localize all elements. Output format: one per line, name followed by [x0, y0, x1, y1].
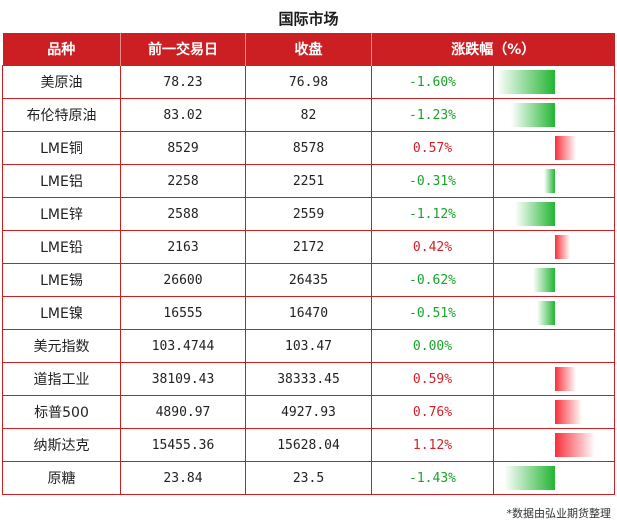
header-change: 涨跌幅（%） — [371, 33, 615, 66]
change-value: 1.12% — [371, 428, 494, 462]
change-value: 0.57% — [371, 131, 494, 165]
prev-value: 103.4744 — [120, 329, 246, 363]
header-prev: 前一交易日 — [120, 33, 246, 66]
table-body: 美原油 78.23 76.98 -1.60% 布伦特原油 83.02 82 -1.23% LME… — [2, 65, 615, 495]
change-bar-cell — [493, 329, 615, 363]
change-bar-cell — [493, 296, 615, 330]
table-row: 道指工业 38109.43 38333.45 0.59% — [2, 362, 615, 396]
change-bar — [555, 400, 583, 424]
commodity-name: 美元指数 — [2, 329, 121, 363]
close-value: 2559 — [245, 197, 372, 231]
change-bar — [555, 433, 596, 457]
table-row: 原糖 23.84 23.5 -1.43% — [2, 461, 615, 495]
close-value: 103.47 — [245, 329, 372, 363]
table-row: LME铅 2163 2172 0.42% — [2, 230, 615, 264]
table-row: 美原油 78.23 76.98 -1.60% — [2, 65, 615, 99]
prev-value: 2163 — [120, 230, 246, 264]
change-bar — [543, 169, 555, 193]
header-name: 品种 — [2, 33, 121, 66]
change-bar-cell — [493, 461, 615, 495]
prev-value: 2258 — [120, 164, 246, 198]
change-bar-cell — [493, 65, 615, 99]
change-bar-cell — [493, 131, 615, 165]
change-value: -1.60% — [371, 65, 494, 99]
prev-value: 23.84 — [120, 461, 246, 495]
prev-value: 4890.97 — [120, 395, 246, 429]
change-bar — [536, 301, 555, 325]
change-value: -0.62% — [371, 263, 494, 297]
commodity-name: LME铅 — [2, 230, 121, 264]
change-value: -1.23% — [371, 98, 494, 132]
close-value: 15628.04 — [245, 428, 372, 462]
change-bar-cell — [493, 395, 615, 429]
table-header-row: 品种 前一交易日 收盘 涨跌幅（%） — [2, 33, 615, 66]
close-value: 38333.45 — [245, 362, 372, 396]
table-row: 标普500 4890.97 4927.93 0.76% — [2, 395, 615, 429]
change-bar — [497, 70, 555, 94]
prev-value: 38109.43 — [120, 362, 246, 396]
commodity-name: 美原油 — [2, 65, 121, 99]
change-bar — [532, 268, 555, 292]
change-value: -0.51% — [371, 296, 494, 330]
close-value: 23.5 — [245, 461, 372, 495]
change-value: -0.31% — [371, 164, 494, 198]
commodity-name: 纳斯达克 — [2, 428, 121, 462]
commodity-name: LME镍 — [2, 296, 121, 330]
prev-value: 15455.36 — [120, 428, 246, 462]
prev-value: 26600 — [120, 263, 246, 297]
change-bar — [514, 202, 555, 226]
close-value: 2251 — [245, 164, 372, 198]
table-row: LME锌 2588 2559 -1.12% — [2, 197, 615, 231]
change-bar — [555, 235, 571, 259]
change-value: -1.12% — [371, 197, 494, 231]
change-value: -1.43% — [371, 461, 494, 495]
change-bar-cell — [493, 98, 615, 132]
commodity-name: 道指工业 — [2, 362, 121, 396]
header-close: 收盘 — [245, 33, 372, 66]
table-row: LME铝 2258 2251 -0.31% — [2, 164, 615, 198]
commodity-name: 布伦特原油 — [2, 98, 121, 132]
change-bar — [555, 136, 576, 160]
table-row: LME铜 8529 8578 0.57% — [2, 131, 615, 165]
prev-value: 16555 — [120, 296, 246, 330]
close-value: 26435 — [245, 263, 372, 297]
table-row: 纳斯达克 15455.36 15628.04 1.12% — [2, 428, 615, 462]
change-bar-cell — [493, 230, 615, 264]
table-row: 美元指数 103.4744 103.47 0.00% — [2, 329, 615, 363]
close-value: 16470 — [245, 296, 372, 330]
close-value: 4927.93 — [245, 395, 372, 429]
commodity-name: 原糖 — [2, 461, 121, 495]
table-row: LME锡 26600 26435 -0.62% — [2, 263, 615, 297]
change-value: 0.59% — [371, 362, 494, 396]
change-bar — [510, 103, 555, 127]
market-table: 品种 前一交易日 收盘 涨跌幅（%） 美原油 78.23 76.98 -1.60% 布伦… — [2, 33, 615, 495]
change-value: 0.76% — [371, 395, 494, 429]
change-bar-cell — [493, 428, 615, 462]
prev-value: 2588 — [120, 197, 246, 231]
prev-value: 8529 — [120, 131, 246, 165]
commodity-name: LME锡 — [2, 263, 121, 297]
change-bar — [503, 466, 555, 490]
change-bar-cell — [493, 263, 615, 297]
footnote: *数据由弘业期货整理 — [506, 507, 612, 520]
table-row: 布伦特原油 83.02 82 -1.23% — [2, 98, 615, 132]
change-value: 0.00% — [371, 329, 494, 363]
prev-value: 78.23 — [120, 65, 246, 99]
change-bar-cell — [493, 362, 615, 396]
close-value: 82 — [245, 98, 372, 132]
table-row: LME镍 16555 16470 -0.51% — [2, 296, 615, 330]
commodity-name: LME锌 — [2, 197, 121, 231]
close-value: 76.98 — [245, 65, 372, 99]
prev-value: 83.02 — [120, 98, 246, 132]
page-title: 国际市场 — [278, 10, 339, 28]
change-bar-cell — [493, 164, 615, 198]
change-value: 0.42% — [371, 230, 494, 264]
change-bar-cell — [493, 197, 615, 231]
commodity-name: LME铝 — [2, 164, 121, 198]
close-value: 8578 — [245, 131, 372, 165]
commodity-name: 标普500 — [2, 395, 121, 429]
close-value: 2172 — [245, 230, 372, 264]
change-bar — [555, 367, 577, 391]
commodity-name: LME铜 — [2, 131, 121, 165]
